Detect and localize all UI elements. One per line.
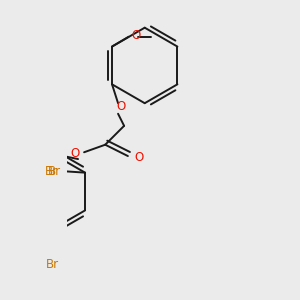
Text: O: O	[132, 29, 141, 42]
Text: Br: Br	[45, 165, 58, 178]
Text: O: O	[135, 151, 144, 164]
Text: Br: Br	[46, 258, 59, 271]
Text: Br: Br	[48, 165, 61, 178]
Text: O: O	[70, 146, 80, 160]
Text: O: O	[116, 100, 126, 113]
